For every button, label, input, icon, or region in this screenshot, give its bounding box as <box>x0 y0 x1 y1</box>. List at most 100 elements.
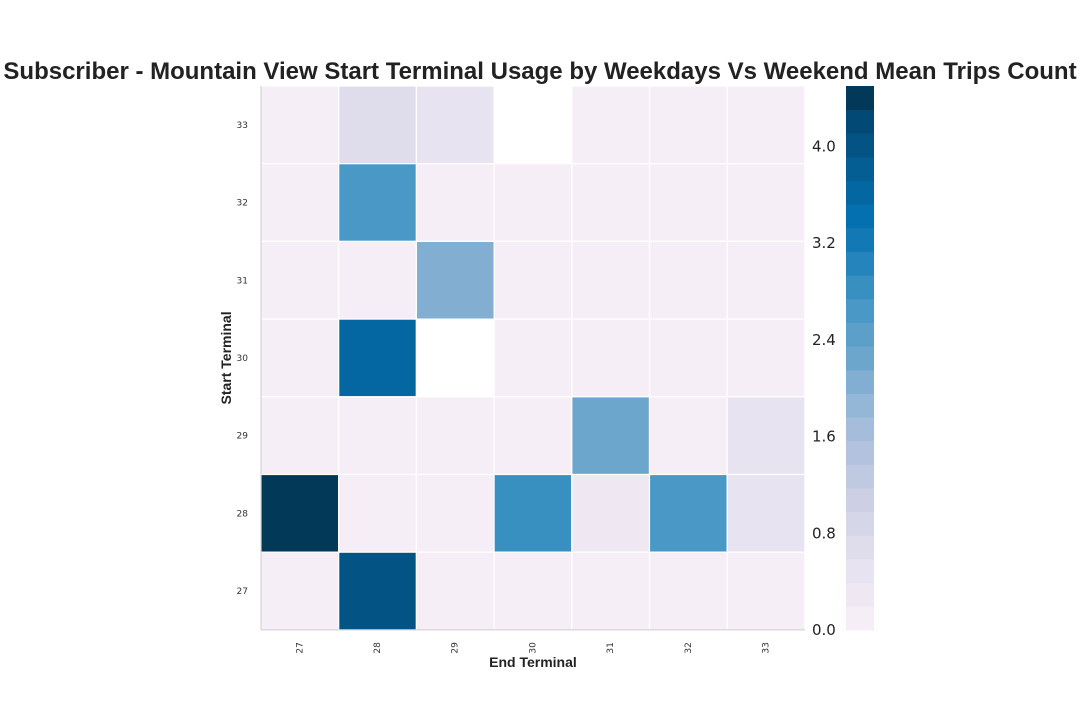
heatmap-cell <box>493 396 573 476</box>
colorbar-segment <box>846 251 874 276</box>
heatmap-cell <box>726 240 806 320</box>
colorbar-segment <box>846 511 874 536</box>
heatmap-cell <box>260 240 340 320</box>
heatmap-cell <box>260 85 340 165</box>
heatmap-cell <box>260 396 340 476</box>
heatmap-cell <box>338 85 418 165</box>
colorbar-segment <box>846 346 874 371</box>
heatmap-cell <box>415 240 495 320</box>
heatmap-cell <box>648 318 728 398</box>
heatmap-cell <box>571 85 651 165</box>
heatmap-cell <box>571 318 651 398</box>
heatmap-cell <box>260 473 340 553</box>
y-tick-label: 28 <box>237 509 249 519</box>
colorbar-segment <box>846 86 874 111</box>
colorbar-segment <box>846 488 874 513</box>
heatmap-cell <box>493 85 573 165</box>
colorbar-segment <box>846 133 874 158</box>
heatmap-cell <box>260 163 340 242</box>
colorbar-tick-label: 2.4 <box>812 331 836 349</box>
heatmap-cell <box>571 551 651 631</box>
heatmap-cell <box>648 473 728 553</box>
y-tick-label: 30 <box>237 354 249 364</box>
heatmap-cell <box>726 551 806 631</box>
colorbar <box>846 86 874 631</box>
x-tick-label: 29 <box>451 642 461 654</box>
heatmap-cell <box>726 318 806 398</box>
colorbar-segment <box>846 180 874 205</box>
heatmap-cell <box>648 551 728 631</box>
heatmap-cell <box>726 396 806 476</box>
colorbar-tick-label: 1.6 <box>812 428 836 446</box>
heatmap-cell <box>260 551 340 631</box>
x-tick-label: 28 <box>373 642 383 654</box>
chart-title: Subscriber - Mountain View Start Termina… <box>3 58 1077 85</box>
heatmap-cell <box>493 473 573 553</box>
heatmap-cell <box>338 318 418 398</box>
y-tick-label: 32 <box>237 199 248 209</box>
heatmap-cells <box>260 85 806 631</box>
heatmap-cell <box>726 473 806 553</box>
x-tick-label: 32 <box>684 642 694 653</box>
heatmap-cell <box>338 473 418 553</box>
y-axis-label: Start Terminal <box>218 311 234 404</box>
heatmap-cell <box>415 396 495 476</box>
heatmap-cell <box>648 163 728 242</box>
heatmap-cell <box>493 240 573 320</box>
heatmap-cell <box>338 240 418 320</box>
colorbar-segment <box>846 535 874 560</box>
heatmap-cell <box>648 396 728 476</box>
y-tick-label: 27 <box>237 587 248 597</box>
heatmap-cell <box>338 163 418 242</box>
colorbar-segment <box>846 559 874 584</box>
colorbar-segment <box>846 227 874 252</box>
colorbar-tick-label: 0.8 <box>812 524 836 542</box>
y-tick-label: 31 <box>237 276 248 286</box>
y-tick-label: 29 <box>237 432 249 442</box>
heatmap-cell <box>571 473 651 553</box>
colorbar-segment <box>846 298 874 323</box>
heatmap-cell <box>648 85 728 165</box>
heatmap-cell <box>571 163 651 242</box>
colorbar-segment <box>846 275 874 300</box>
colorbar-segment <box>846 393 874 418</box>
x-tick-label: 27 <box>295 642 305 653</box>
colorbar-segment <box>846 417 874 442</box>
heatmap-cell <box>493 551 573 631</box>
colorbar-tick-label: 4.0 <box>812 137 836 155</box>
heatmap-cell <box>415 473 495 553</box>
colorbar-segment <box>846 109 874 134</box>
heatmap-cell <box>415 163 495 242</box>
colorbar-tick-label: 3.2 <box>812 234 836 252</box>
colorbar-tick-label: 0.0 <box>812 621 836 639</box>
heatmap-cell <box>260 318 340 398</box>
colorbar-segment <box>846 440 874 465</box>
heatmap-cell <box>415 551 495 631</box>
heatmap-cell <box>338 551 418 631</box>
colorbar-segment <box>846 156 874 182</box>
heatmap-cell <box>415 85 495 165</box>
y-tick-labels: 33 32 31 30 29 28 27 <box>237 121 249 597</box>
colorbar-segment <box>846 322 874 347</box>
heatmap-cell <box>493 318 573 398</box>
y-tick-label: 33 <box>237 121 248 131</box>
x-tick-label: 30 <box>528 642 538 654</box>
x-axis-label: End Terminal <box>489 654 577 670</box>
colorbar-segment <box>846 204 874 229</box>
colorbar-tick-labels: 0.0 0.8 1.6 2.4 3.2 4.0 <box>812 137 836 639</box>
heatmap-cell <box>648 240 728 320</box>
heatmap-cell <box>415 318 495 398</box>
x-tick-label: 33 <box>762 642 772 653</box>
heatmap-cell <box>571 240 651 320</box>
heatmap-cell <box>338 396 418 476</box>
colorbar-segment <box>846 369 874 394</box>
heatmap-cell <box>493 163 573 242</box>
x-tick-labels: 27 28 29 30 31 32 33 <box>295 642 771 654</box>
colorbar-segment <box>846 606 874 631</box>
colorbar-segment <box>846 582 874 607</box>
heatmap-cell <box>726 85 806 165</box>
x-tick-label: 31 <box>606 642 616 653</box>
heatmap-cell <box>571 396 651 476</box>
heatmap-cell <box>726 163 806 242</box>
